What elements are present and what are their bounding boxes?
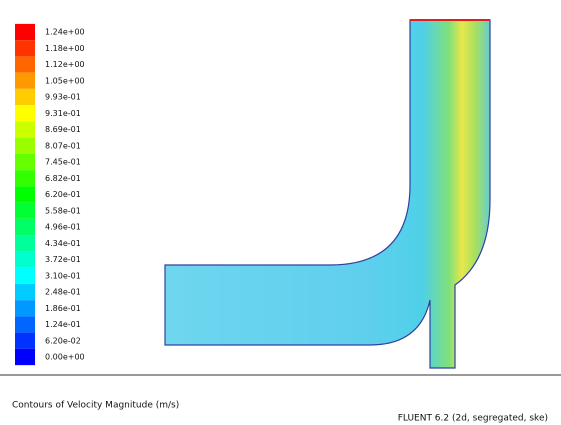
colorbar-swatch <box>15 138 35 154</box>
colorbar-swatch <box>15 121 35 137</box>
colorbar-swatch <box>15 24 35 40</box>
colorbar-label: 9.93e-01 <box>45 93 81 102</box>
colorbar-swatch <box>15 251 35 267</box>
colorbar-label: 0.00e+00 <box>45 353 85 362</box>
footer-title: Contours of Velocity Magnitude (m/s) <box>12 401 179 411</box>
colorbar-label: 3.72e-01 <box>45 255 81 264</box>
colorbar-swatch <box>15 105 35 121</box>
colorbar-swatch <box>15 73 35 89</box>
colorbar-label: 7.45e-01 <box>45 158 81 167</box>
colorbar-label: 4.34e-01 <box>45 239 81 248</box>
colorbar-label: 3.10e-01 <box>45 271 81 280</box>
colorbar-swatch <box>15 284 35 300</box>
colorbar-label: 9.31e-01 <box>45 109 81 118</box>
colorbar-label: 1.05e+00 <box>45 76 85 85</box>
flow-domain <box>165 20 490 368</box>
colorbar-label: 4.96e-01 <box>45 223 81 232</box>
colorbar-swatch <box>15 56 35 72</box>
colorbar-label: 1.12e+00 <box>45 60 85 69</box>
colorbar-label: 6.82e-01 <box>45 174 81 183</box>
colorbar-label: 6.20e-01 <box>45 190 81 199</box>
colorbar-swatch <box>15 89 35 105</box>
colorbar-swatch <box>15 349 35 365</box>
colorbar-label: 2.48e-01 <box>45 288 81 297</box>
colorbar-swatch <box>15 154 35 170</box>
colorbar-label: 8.07e-01 <box>45 141 81 150</box>
colorbar-swatch <box>15 300 35 316</box>
colorbar-swatch <box>15 333 35 349</box>
colorbar-swatch <box>15 40 35 56</box>
colorbar-label: 1.24e-01 <box>45 320 81 329</box>
colorbar-label: 1.86e-01 <box>45 304 81 313</box>
colorbar-swatch <box>15 235 35 251</box>
colorbar-swatch <box>15 170 35 186</box>
colorbar-label: 1.18e+00 <box>45 44 85 53</box>
colorbar-label: 6.20e-02 <box>45 336 81 345</box>
colorbar-swatch <box>15 268 35 284</box>
colorbar-label: 1.24e+00 <box>45 28 85 37</box>
fluent-screen: Contours of Velocity Magnitude (m/s) FLU… <box>0 0 561 425</box>
colorbar-label: 5.58e-01 <box>45 206 81 215</box>
footer-solver: FLUENT 6.2 (2d, segregated, ske) <box>398 414 548 424</box>
colorbar-swatch <box>15 316 35 332</box>
colorbar-swatch <box>15 219 35 235</box>
colorbar-swatch <box>15 203 35 219</box>
colorbar-label: 8.69e-01 <box>45 125 81 134</box>
colorbar-swatch <box>15 186 35 202</box>
